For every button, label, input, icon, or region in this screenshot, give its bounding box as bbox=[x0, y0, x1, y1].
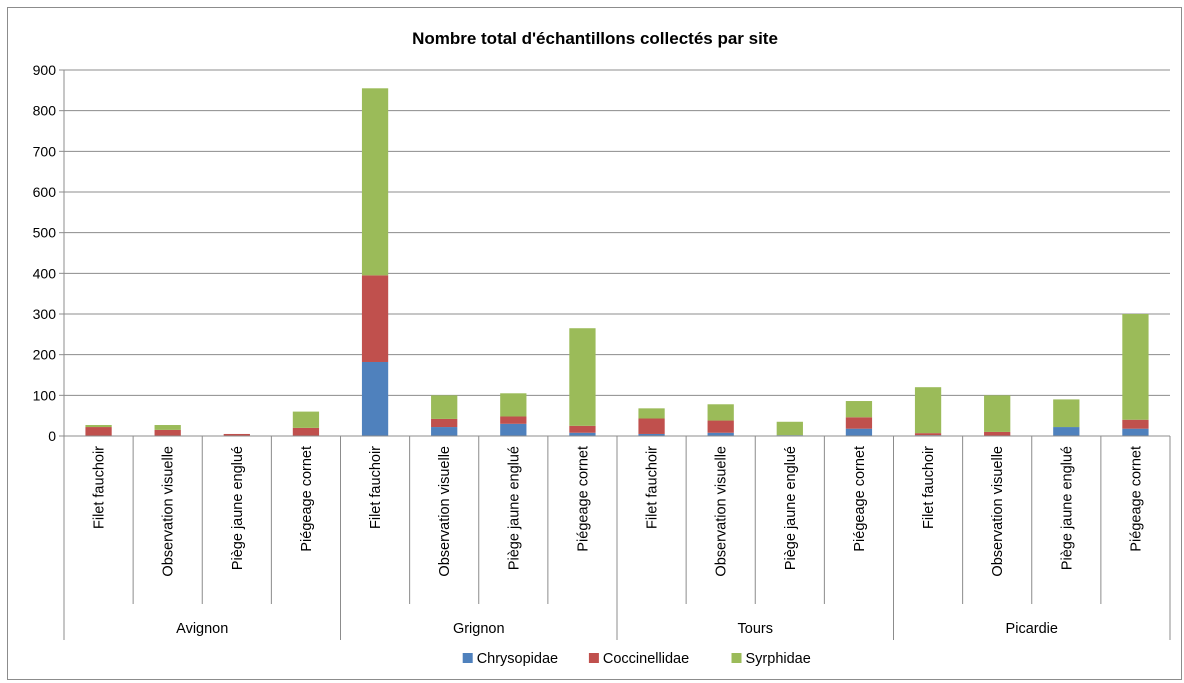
y-tick-label: 700 bbox=[33, 143, 57, 159]
bar-coccinellidae bbox=[431, 418, 458, 428]
category-label: Filet fauchoir bbox=[921, 446, 937, 529]
bar-chrysopidae bbox=[361, 361, 389, 436]
category-label: Piège jaune englué bbox=[783, 446, 799, 570]
group-label: Tours bbox=[738, 621, 773, 637]
category-label: Observation visuelle bbox=[437, 446, 453, 577]
y-tick-label: 800 bbox=[33, 103, 57, 119]
category-label: Observation visuelle bbox=[161, 446, 177, 577]
bar-syrphidae bbox=[1053, 399, 1080, 428]
category-label: Piège jaune englué bbox=[230, 446, 246, 570]
bar-chrysopidae bbox=[638, 433, 665, 436]
bars bbox=[85, 88, 1149, 436]
bar-syrphidae bbox=[154, 425, 181, 430]
bar-syrphidae bbox=[85, 425, 112, 428]
bar-chrysopidae bbox=[1122, 428, 1149, 436]
y-tick-label: 300 bbox=[33, 306, 57, 322]
legend-label: Chrysopidae bbox=[477, 651, 558, 667]
legend-swatch-chrysopidae bbox=[462, 653, 473, 663]
bar-coccinellidae bbox=[638, 418, 665, 434]
bar-coccinellidae bbox=[984, 431, 1011, 436]
bar-syrphidae bbox=[707, 404, 734, 421]
y-axis: 0 100 200 300 400 500 600 700 800 900 bbox=[33, 62, 65, 444]
group-label: Grignon bbox=[453, 621, 505, 637]
category-label: Piégeage cornet bbox=[575, 446, 591, 552]
x-axis: Filet fauchoir Observation visuelle Piège … bbox=[63, 435, 1171, 640]
category-label: Filet fauchoir bbox=[368, 446, 384, 529]
y-tick-label: 900 bbox=[33, 62, 57, 78]
bar-syrphidae bbox=[638, 408, 665, 419]
y-tick-label: 500 bbox=[33, 225, 57, 241]
bar-coccinellidae bbox=[707, 420, 734, 433]
bar-coccinellidae bbox=[845, 417, 873, 429]
bar-chrysopidae bbox=[1053, 427, 1080, 436]
bar-coccinellidae bbox=[154, 429, 181, 436]
category-label: Observation visuelle bbox=[990, 446, 1006, 577]
bar-coccinellidae bbox=[1122, 419, 1149, 429]
bar-chrysopidae bbox=[569, 432, 596, 436]
bar-chrysopidae bbox=[845, 428, 873, 436]
category-label: Piège jaune englué bbox=[1059, 446, 1075, 570]
category-label: Piégeage cornet bbox=[1128, 446, 1144, 552]
category-label: Piège jaune englué bbox=[506, 446, 522, 570]
bar-coccinellidae bbox=[223, 433, 250, 436]
legend: Chrysopidae Coccinellidae Syrphidae bbox=[462, 651, 811, 667]
chart-title: Nombre total d'échantillons collectés pa… bbox=[412, 29, 778, 48]
bar-syrphidae bbox=[984, 395, 1011, 432]
bar-coccinellidae bbox=[85, 427, 112, 436]
bar-chrysopidae bbox=[431, 427, 458, 436]
bar-syrphidae bbox=[776, 421, 803, 436]
category-label: Observation visuelle bbox=[714, 446, 730, 577]
y-tick-label: 0 bbox=[48, 428, 56, 444]
legend-swatch-syrphidae bbox=[731, 653, 742, 663]
y-tick-label: 600 bbox=[33, 184, 57, 200]
bar-syrphidae bbox=[845, 401, 873, 418]
bar-chrysopidae bbox=[500, 423, 527, 436]
gridlines bbox=[64, 69, 1170, 437]
bar-syrphidae bbox=[361, 88, 389, 276]
bar-syrphidae bbox=[431, 395, 458, 419]
bar-syrphidae bbox=[292, 411, 320, 428]
bar-syrphidae bbox=[1122, 314, 1149, 420]
category-label: Filet fauchoir bbox=[645, 446, 661, 529]
bar-coccinellidae bbox=[361, 275, 389, 362]
bar-coccinellidae bbox=[569, 425, 596, 433]
bar-coccinellidae bbox=[500, 416, 527, 424]
bar-coccinellidae bbox=[914, 433, 942, 436]
y-tick-label: 100 bbox=[33, 387, 57, 403]
group-label: Avignon bbox=[176, 621, 228, 637]
category-label: Piégeage cornet bbox=[852, 446, 868, 552]
category-label: Filet fauchoir bbox=[92, 446, 108, 529]
bar-syrphidae bbox=[914, 387, 942, 434]
group-label: Picardie bbox=[1006, 621, 1058, 637]
y-tick-label: 400 bbox=[33, 265, 57, 281]
bar-coccinellidae bbox=[292, 427, 320, 436]
legend-swatch-coccinellidae bbox=[588, 653, 599, 663]
bar-syrphidae bbox=[569, 328, 596, 426]
bar-chrysopidae bbox=[707, 432, 734, 436]
bar-syrphidae bbox=[500, 393, 527, 417]
legend-label: Coccinellidae bbox=[603, 651, 689, 667]
y-tick-label: 200 bbox=[33, 347, 57, 363]
legend-label: Syrphidae bbox=[746, 651, 811, 667]
category-label: Piégeage cornet bbox=[299, 446, 315, 552]
